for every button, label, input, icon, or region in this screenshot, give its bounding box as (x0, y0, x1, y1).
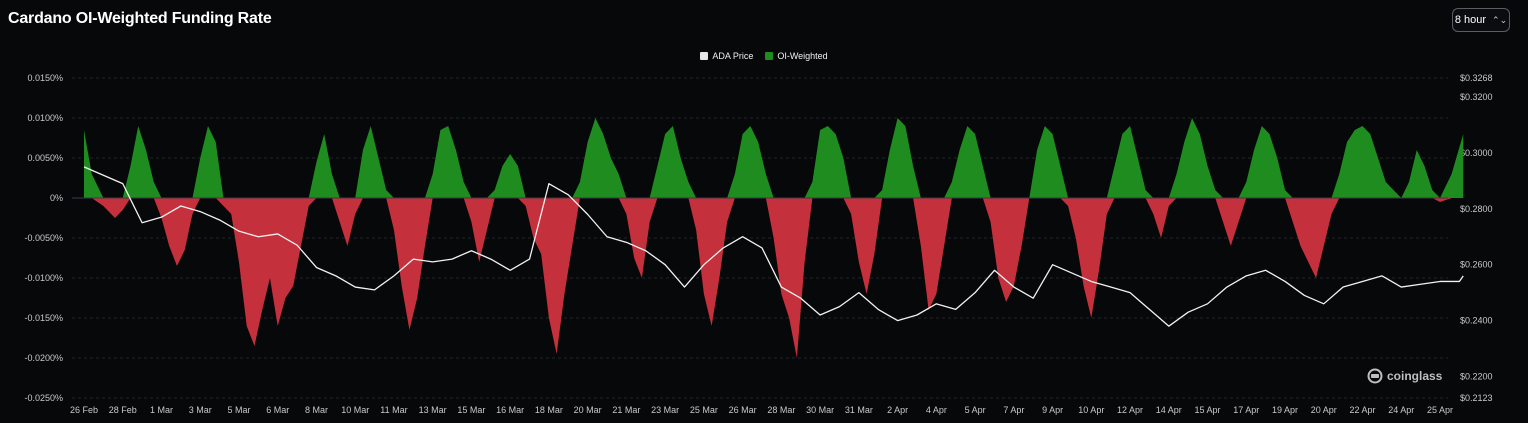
x-tick-label: 25 Apr (1427, 405, 1453, 415)
brand-watermark: coinglass (1367, 368, 1442, 384)
x-tick-label: 21 Mar (612, 405, 640, 415)
page-title: Cardano OI-Weighted Funding Rate (8, 10, 272, 27)
x-tick-label: 7 Apr (1003, 405, 1024, 415)
x-tick-label: 10 Apr (1078, 405, 1104, 415)
y-right-tick-label: $0.2600 (1460, 260, 1493, 270)
x-tick-label: 20 Apr (1311, 405, 1337, 415)
x-tick-label: 10 Mar (341, 405, 369, 415)
x-tick-label: 15 Mar (457, 405, 485, 415)
x-tick-label: 13 Mar (419, 405, 447, 415)
coinglass-logo-icon (1367, 368, 1383, 384)
legend-label-oi-weighted: OI-Weighted (777, 51, 828, 61)
x-tick-label: 17 Apr (1233, 405, 1259, 415)
legend-item-oi-weighted[interactable]: OI-Weighted (765, 51, 828, 61)
y-left-tick-label: 0.0050% (27, 153, 63, 163)
x-tick-label: 16 Mar (496, 405, 524, 415)
x-tick-label: 31 Mar (845, 405, 873, 415)
ada-price-line (83, 166, 1464, 327)
y-left-tick-label: 0.0150% (27, 73, 63, 83)
y-right-tick-label: $0.3200 (1460, 92, 1493, 102)
x-tick-label: 5 Apr (965, 405, 986, 415)
x-tick-label: 8 Mar (305, 405, 328, 415)
legend-swatch-oi-weighted (765, 52, 774, 60)
interval-select[interactable]: 8 hour ⌃⌄ (1452, 8, 1510, 32)
y-right-tick-label: $0.3268 (1460, 73, 1493, 83)
oi-weighted-positive-area (84, 118, 1464, 198)
x-tick-label: 26 Feb (70, 405, 98, 415)
x-tick-label: 28 Feb (109, 405, 137, 415)
x-tick-label: 4 Apr (926, 405, 947, 415)
chevron-up-down-icon: ⌃⌄ (1492, 14, 1508, 25)
x-tick-label: 18 Mar (535, 405, 563, 415)
chart-legend: ADA Price OI-Weighted (0, 51, 1528, 61)
y-left-tick-label: -0.0150% (24, 313, 63, 323)
y-left-tick-label: 0% (50, 193, 63, 203)
x-tick-label: 15 Apr (1195, 405, 1221, 415)
x-tick-label: 2 Apr (887, 405, 908, 415)
x-tick-label: 5 Mar (227, 405, 250, 415)
x-tick-label: 19 Apr (1272, 405, 1298, 415)
y-left-tick-label: 0.0100% (27, 113, 63, 123)
x-tick-label: 28 Mar (767, 405, 795, 415)
y-left-tick-label: -0.0250% (24, 393, 63, 403)
x-tick-label: 25 Mar (690, 405, 718, 415)
y-left-tick-label: -0.0200% (24, 353, 63, 363)
y-right-tick-label: $0.3000 (1460, 148, 1493, 158)
y-right-tick-label: $0.2123 (1460, 393, 1493, 403)
x-tick-label: 9 Apr (1042, 405, 1063, 415)
x-tick-label: 26 Mar (729, 405, 757, 415)
x-tick-label: 14 Apr (1156, 405, 1182, 415)
x-tick-label: 11 Mar (380, 405, 407, 415)
y-left-tick-label: -0.0100% (24, 273, 63, 283)
legend-label-price: ADA Price (712, 51, 754, 61)
x-tick-label: 30 Mar (806, 405, 834, 415)
x-tick-label: 22 Apr (1349, 405, 1375, 415)
x-tick-label: 3 Mar (189, 405, 212, 415)
x-tick-label: 6 Mar (266, 405, 289, 415)
brand-name: coinglass (1387, 369, 1443, 383)
x-tick-label: 24 Apr (1388, 405, 1414, 415)
oi-weighted-negative-area (84, 198, 1464, 358)
legend-swatch-price (700, 52, 709, 60)
x-tick-label: 20 Mar (574, 405, 602, 415)
y-right-tick-label: $0.2200 (1460, 371, 1493, 381)
y-left-tick-label: -0.0050% (24, 233, 63, 243)
x-tick-label: 23 Mar (651, 405, 679, 415)
x-tick-label: 1 Mar (150, 405, 173, 415)
y-right-tick-label: $0.2400 (1460, 316, 1493, 326)
interval-select-value: 8 hour (1454, 14, 1487, 26)
legend-item-price[interactable]: ADA Price (700, 51, 753, 61)
y-right-tick-label: $0.2800 (1460, 204, 1493, 214)
x-tick-label: 12 Apr (1117, 405, 1143, 415)
